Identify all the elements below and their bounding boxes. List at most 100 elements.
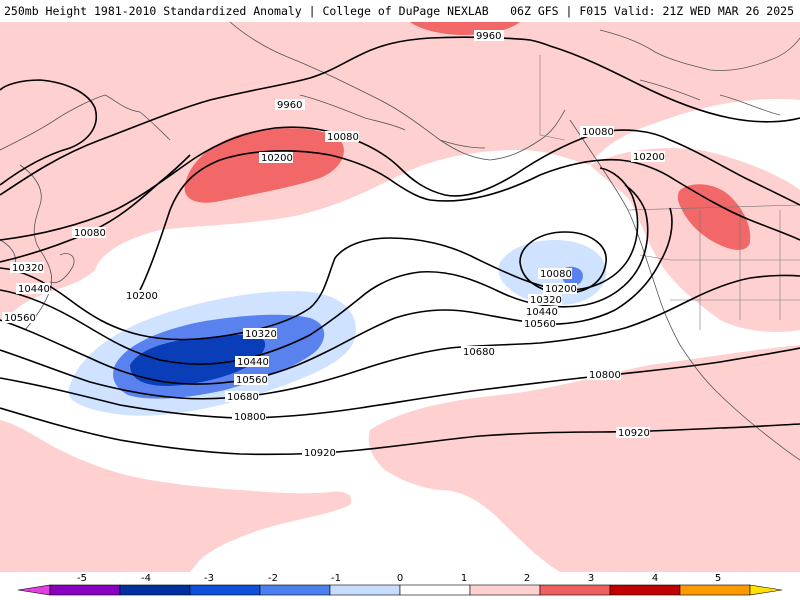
contour-label-10320-b: 10320 <box>528 294 562 306</box>
svg-text:10680: 10680 <box>227 392 259 403</box>
colorbar-tick: 3 <box>588 573 594 584</box>
contour-label-10080-c: 10080 <box>72 227 106 239</box>
contour-labels: 9960 9960 10080 10080 10080 10200 10200 … <box>2 30 665 459</box>
contour-label-10440-a: 10440 <box>16 283 50 295</box>
svg-text:9960: 9960 <box>476 31 501 42</box>
contour-10200 <box>0 150 800 291</box>
contour-10920 <box>0 407 800 456</box>
contour-label-10680: 10680 <box>461 346 495 358</box>
state-borders <box>639 210 800 330</box>
colorbar-end-left <box>17 584 51 596</box>
coastline-alaska <box>229 22 566 161</box>
contour-label-10320-c: 10320 <box>243 328 277 340</box>
colorbar-segment <box>119 584 191 596</box>
colorbar-segment <box>259 584 331 596</box>
map-title: 250mb Height 1981-2010 Standardized Anom… <box>4 4 489 18</box>
coastline-asia <box>0 94 171 331</box>
svg-text:10560: 10560 <box>4 313 36 324</box>
colorbar-tick: -3 <box>204 573 214 584</box>
svg-text:10920: 10920 <box>618 428 650 439</box>
svg-text:10080: 10080 <box>582 127 614 138</box>
colorbar-segment <box>609 584 681 596</box>
contour-label-10320-a: 10320 <box>10 262 44 274</box>
colorbar-segment <box>49 584 121 596</box>
contour-label-10080-d: 10080 <box>538 268 572 280</box>
contour-label-10560-b: 10560 <box>522 318 556 330</box>
contour-10800 <box>0 347 800 419</box>
svg-text:10440: 10440 <box>237 357 269 368</box>
svg-text:10080: 10080 <box>327 132 359 143</box>
svg-text:10440: 10440 <box>18 284 50 295</box>
colorbar: -5 -4 -3 -2 -1 0 1 2 3 4 5 <box>17 573 783 596</box>
contour-label-10920-a: 10920 <box>302 447 336 459</box>
contour-label-10920-b: 10920 <box>616 427 650 439</box>
red-region-aleutian <box>184 128 344 203</box>
colorbar-tick: 2 <box>524 573 530 584</box>
contour-10440 <box>0 184 649 365</box>
svg-text:10080: 10080 <box>74 228 106 239</box>
pink-region-south <box>368 345 800 572</box>
svg-text:10200: 10200 <box>545 284 577 295</box>
height-contours <box>0 36 800 456</box>
strong-positive-anomaly-regions <box>184 22 751 250</box>
contour-10320 <box>0 167 639 341</box>
svg-text:10320: 10320 <box>245 329 277 340</box>
political-borders <box>539 55 800 330</box>
colorbar-segment <box>679 584 751 596</box>
svg-text:10200: 10200 <box>261 153 293 164</box>
contour-label-10440-c: 10440 <box>235 356 269 368</box>
contour-10680 <box>0 274 800 400</box>
svg-text:10320: 10320 <box>530 295 562 306</box>
contour-label-9960-b: 9960 <box>275 99 305 111</box>
colorbar-tick: 1 <box>461 573 467 584</box>
svg-text:9960: 9960 <box>277 100 302 111</box>
run-info: 06Z GFS | F015 Valid: 21Z WED MAR 26 202… <box>510 4 794 18</box>
colorbar-end-right <box>749 584 783 596</box>
contour-9960 <box>0 36 800 196</box>
contour-label-9960-a: 9960 <box>474 30 504 42</box>
colorbar-segment <box>189 584 261 596</box>
svg-text:10080: 10080 <box>540 269 572 280</box>
colorbar-segment <box>539 584 611 596</box>
contour-label-10440-b: 10440 <box>524 306 558 318</box>
colorbar-tick: 5 <box>715 573 721 584</box>
alaska-canada-border <box>539 55 566 141</box>
contour-label-10200-c: 10200 <box>124 290 158 302</box>
svg-text:10800: 10800 <box>589 370 621 381</box>
svg-text:10200: 10200 <box>126 291 158 302</box>
svg-text:10560: 10560 <box>236 375 268 386</box>
coastlines <box>0 22 800 461</box>
pink-region-southwest <box>0 420 352 572</box>
coastline-north-america <box>569 119 800 461</box>
title-bar: 250mb Height 1981-2010 Standardized Anom… <box>0 0 800 22</box>
svg-text:10440: 10440 <box>526 307 558 318</box>
svg-text:10800: 10800 <box>234 412 266 423</box>
pink-region-north <box>0 22 800 320</box>
colorbar-segment <box>469 584 541 596</box>
colorbar-tick: -1 <box>331 573 341 584</box>
colorbar-segment <box>399 584 471 596</box>
contour-label-10200-d: 10200 <box>543 283 577 295</box>
dark-blue-region-pacific <box>130 334 266 386</box>
red-region-nw-us <box>677 184 751 250</box>
pink-region-east <box>590 148 800 332</box>
colorbar-segments <box>17 584 783 596</box>
contour-10080 <box>0 126 800 241</box>
contour-label-10200-a: 10200 <box>259 152 293 164</box>
svg-text:10920: 10920 <box>304 448 336 459</box>
us-canada-border <box>627 204 800 211</box>
contour-label-10080-a: 10080 <box>325 131 359 143</box>
svg-text:10560: 10560 <box>524 319 556 330</box>
contour-label-10800-b: 10800 <box>587 369 621 381</box>
colorbar-tick: 0 <box>397 573 403 584</box>
contour-10560 <box>0 207 673 385</box>
colorbar-tick: -2 <box>268 573 278 584</box>
contour-label-10800-a: 10800 <box>232 411 266 423</box>
svg-text:10200: 10200 <box>633 152 665 163</box>
svg-text:10680: 10680 <box>463 347 495 358</box>
colorbar-ticks: -5 -4 -3 -2 -1 0 1 2 3 4 5 <box>77 573 721 584</box>
svg-text:10320: 10320 <box>12 263 44 274</box>
contour-label-10560-a: 10560 <box>2 312 36 324</box>
colorbar-tick: 4 <box>652 573 658 584</box>
contour-label-10680-b: 10680 <box>225 391 259 403</box>
